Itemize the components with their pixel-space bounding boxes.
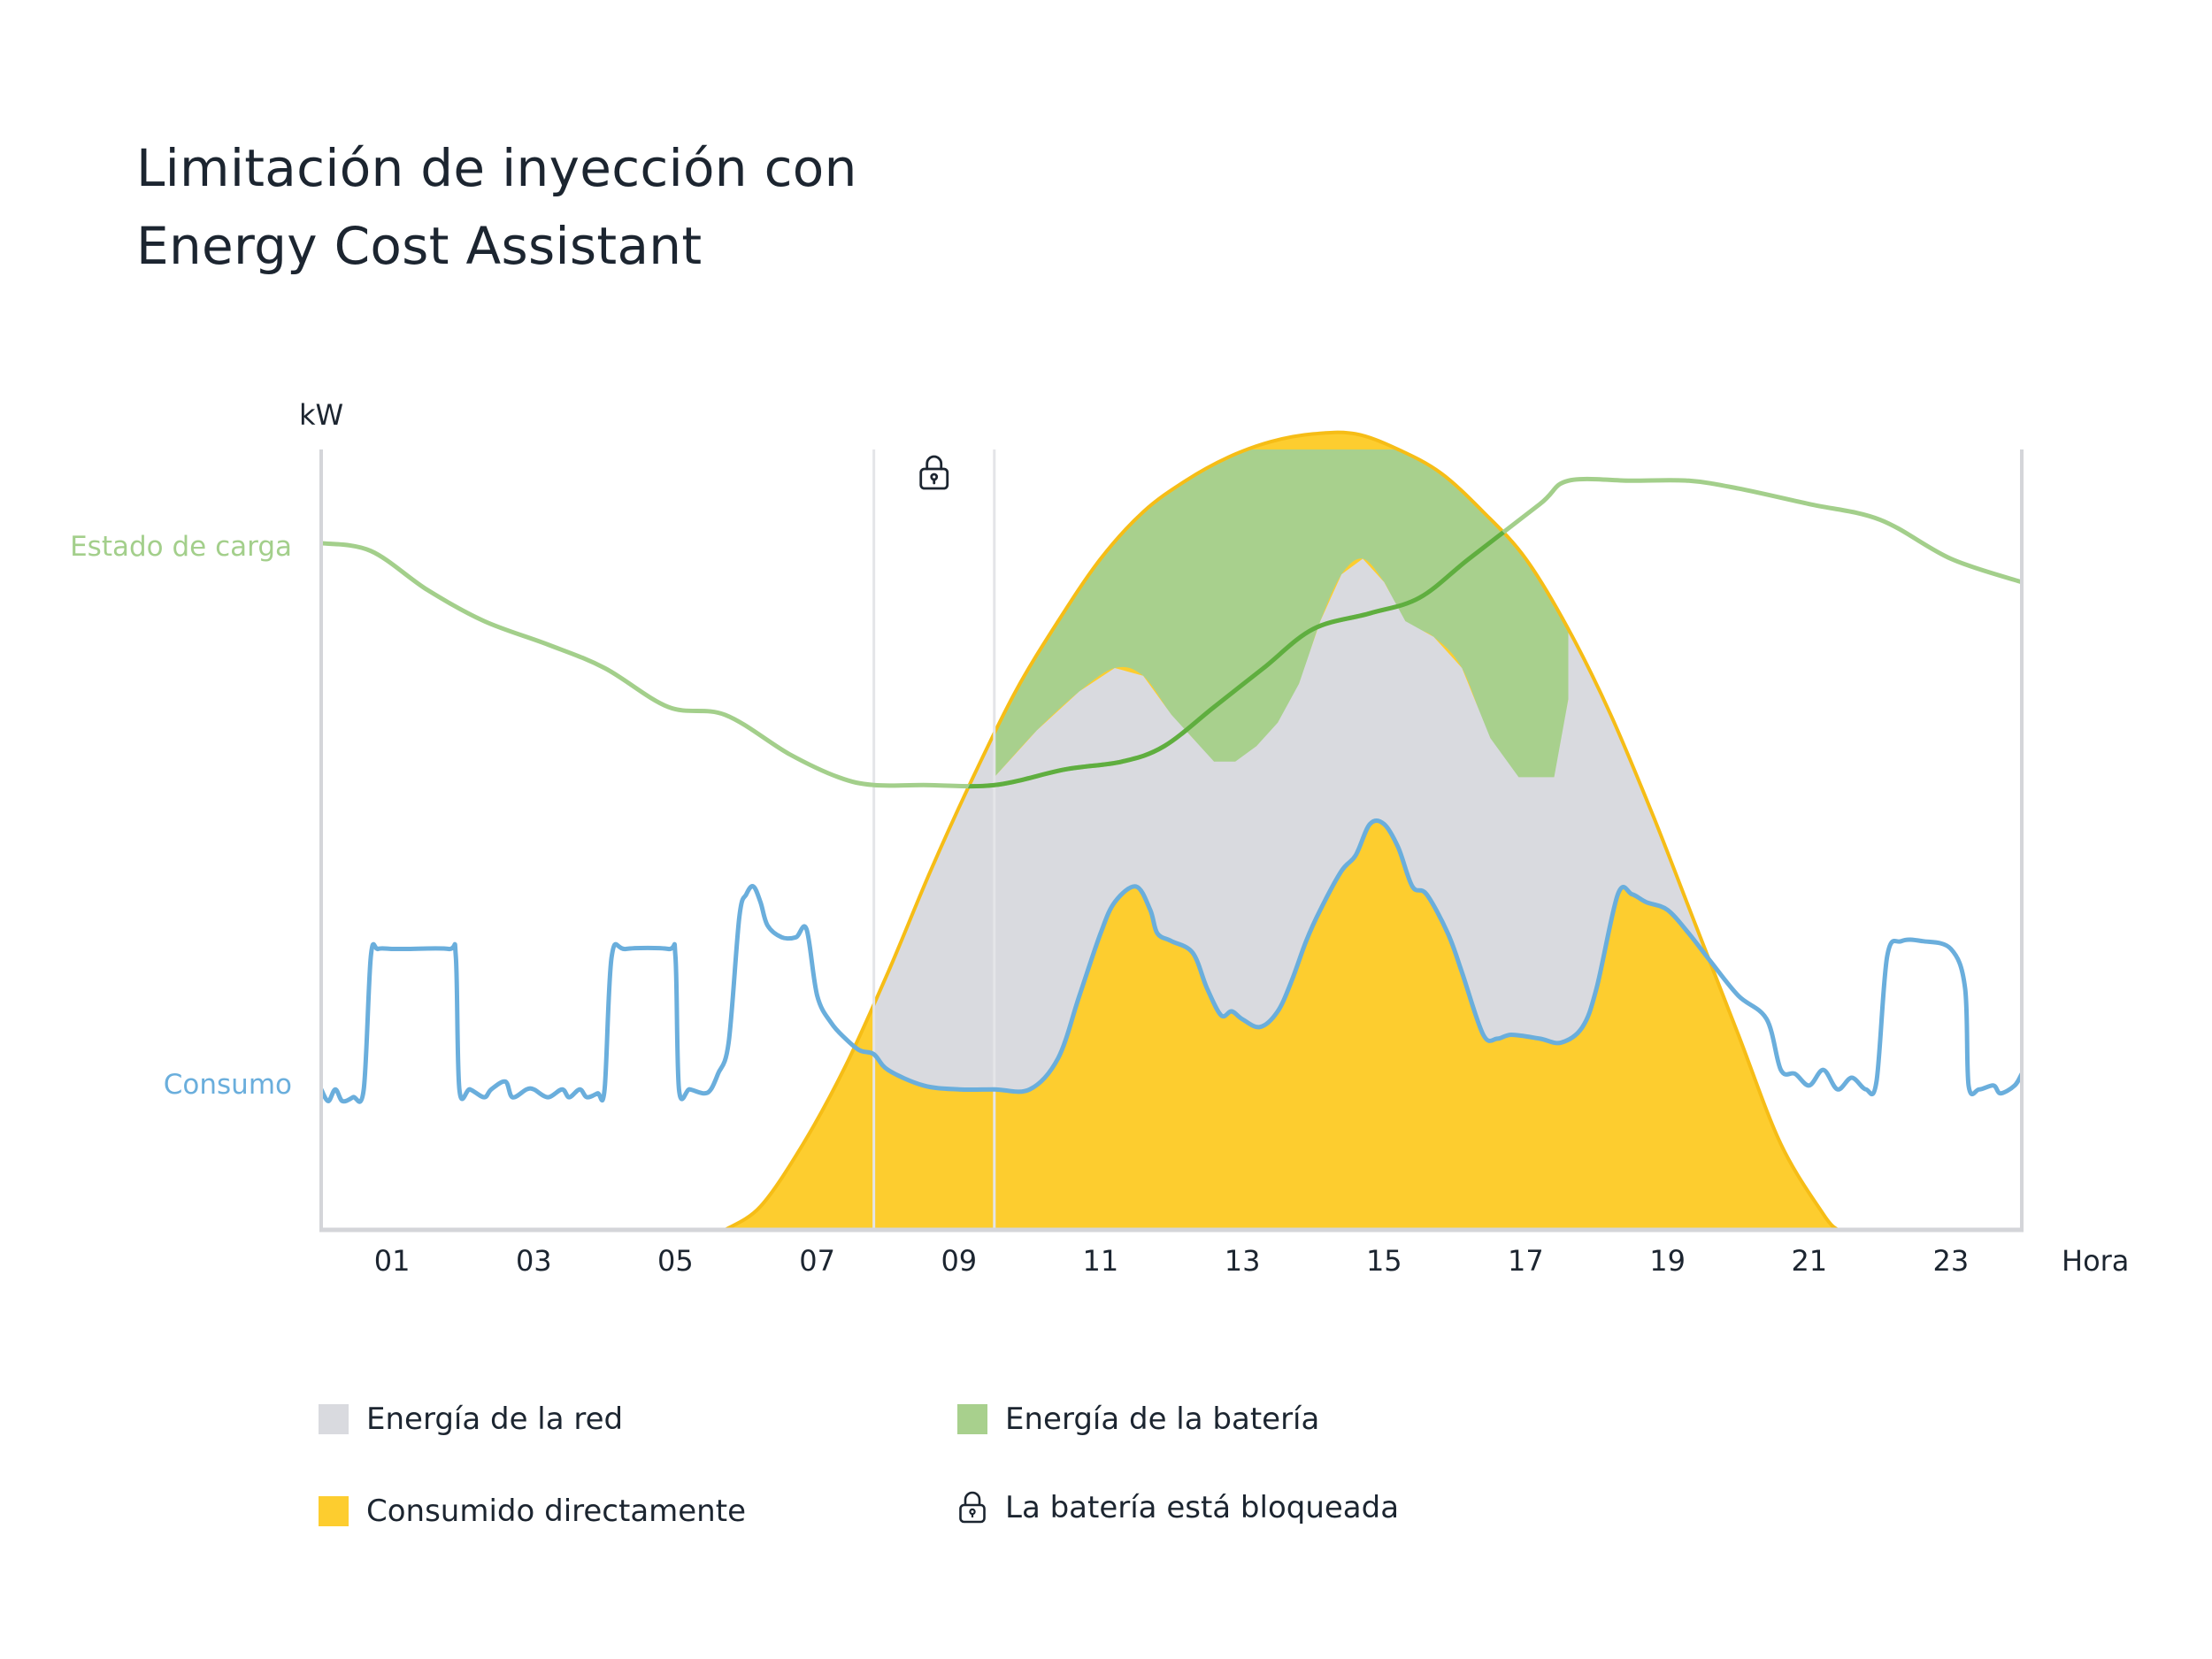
- series-label-estado-de-carga: Estado de carga: [70, 531, 292, 563]
- x-tick-label: 19: [1649, 1244, 1686, 1278]
- lock-icon: [959, 1491, 986, 1524]
- x-tick-labels: 01 03 05 07 09 11 13 15 17 19 21 23: [374, 1244, 1970, 1278]
- series-line-consumo: [319, 818, 2024, 1104]
- legend-item-direct: Consumido directamente: [319, 1494, 746, 1529]
- battery-energy-area: [994, 449, 1569, 783]
- chart-title-line-1: Limitación de inyección con: [136, 138, 857, 198]
- x-tick-label: 23: [1933, 1244, 1970, 1278]
- legend-swatch-grid: [319, 1404, 349, 1434]
- legend-item-locked: La batería está bloqueada: [957, 1490, 1399, 1525]
- lock-icon: [919, 455, 949, 490]
- x-tick-label: 11: [1083, 1244, 1119, 1278]
- x-axis-label: Hora: [2062, 1244, 2129, 1278]
- legend-item-grid: Energía de la red: [319, 1402, 623, 1437]
- x-tick-label: 03: [516, 1244, 552, 1278]
- chart-title: Limitación de inyección con Energy Cost …: [136, 129, 857, 285]
- y-axis-label: kW: [299, 398, 343, 432]
- legend-label-grid: Energía de la red: [366, 1402, 624, 1437]
- legend-swatch-battery: [957, 1404, 987, 1434]
- pv-production-outline: [724, 430, 1839, 1232]
- legend-label-direct: Consumido directamente: [366, 1494, 746, 1529]
- x-tick-label: 05: [657, 1244, 694, 1278]
- legend-label-locked: La batería está bloqueada: [1005, 1490, 1400, 1525]
- x-tick-label: 13: [1225, 1244, 1261, 1278]
- x-tick-label: 17: [1508, 1244, 1544, 1278]
- x-tick-label: 15: [1366, 1244, 1402, 1278]
- x-tick-label: 01: [374, 1244, 411, 1278]
- x-tick-label: 07: [799, 1244, 835, 1278]
- plot-areas: [724, 430, 1839, 1232]
- chart-title-line-2: Energy Cost Assistant: [136, 216, 703, 276]
- series-label-consumo: Consumo: [164, 1069, 292, 1101]
- x-tick-label: 09: [941, 1244, 977, 1278]
- legend-label-battery: Energía de la batería: [1005, 1402, 1320, 1437]
- x-tick-label: 21: [1791, 1244, 1827, 1278]
- legend-swatch-direct: [319, 1496, 349, 1526]
- legend-item-battery: Energía de la batería: [957, 1402, 1319, 1437]
